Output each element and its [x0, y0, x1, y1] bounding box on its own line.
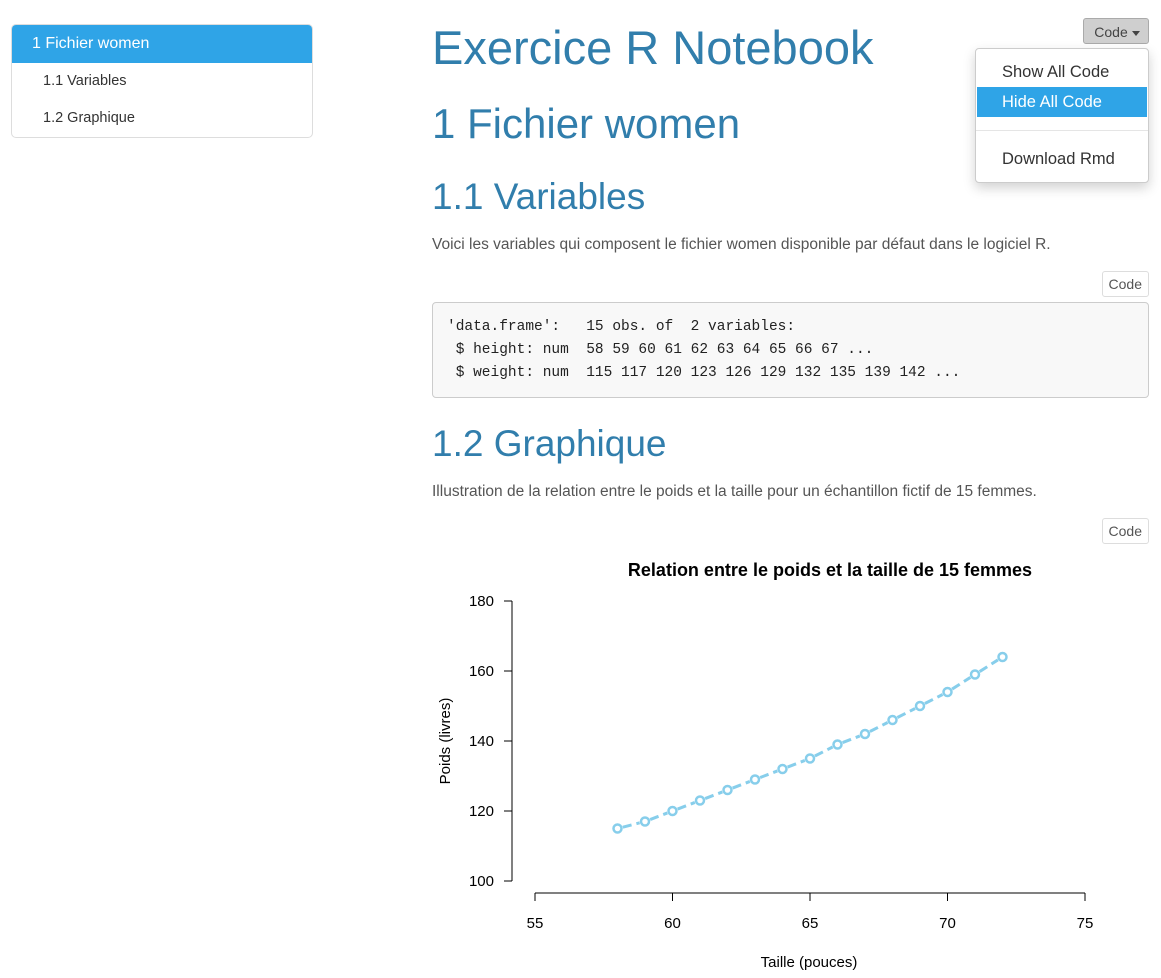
y-tick-label: 100: [469, 873, 494, 890]
hide-all-code-item[interactable]: Hide All Code: [977, 87, 1147, 117]
series-line-segment: [704, 790, 723, 800]
data-point: [997, 651, 1008, 663]
output-line: $ height: num 58 59 60 61 62 63 64 65 66…: [447, 342, 874, 358]
data-point: [722, 784, 733, 796]
series-line-segment: [787, 759, 806, 769]
x-axis: 55 60 65 70 75: [527, 892, 1094, 932]
graphique-description: Illustration de la relation entre le poi…: [432, 483, 1037, 500]
data-point: [887, 714, 898, 726]
series-line-segment: [869, 721, 889, 733]
y-axis-label: Poids (livres): [437, 698, 454, 785]
x-tick-label: 65: [802, 915, 819, 932]
page-title: Exercice R Notebook: [432, 21, 874, 74]
caret-down-icon: [1131, 30, 1140, 36]
series-line-segment: [814, 745, 834, 758]
menu-divider: [976, 130, 1148, 131]
data-point: [612, 823, 623, 834]
data-point: [777, 763, 788, 775]
toc-item-variables[interactable]: 1.1 Variables: [43, 73, 127, 89]
toc-item-graphique[interactable]: 1.2 Graphique: [43, 110, 135, 126]
data-point: [914, 700, 926, 712]
show-code-button-variables[interactable]: Code: [1101, 271, 1149, 297]
x-tick-label: 70: [939, 915, 956, 932]
series-line-segment: [732, 780, 751, 790]
toc-item-fichier-women[interactable]: 1 Fichier women: [12, 25, 312, 63]
x-axis-label: Taille (pouces): [761, 954, 858, 971]
weight-height-chart: Relation entre le poids et la taille de …: [437, 560, 1094, 971]
data-point: [694, 795, 706, 806]
x-tick-label: 75: [1077, 915, 1094, 932]
data-point: [804, 753, 816, 764]
series-line-segment: [842, 734, 861, 744]
series-line-segment: [896, 707, 916, 719]
code-output-block: 'data.frame': 15 obs. of 2 variables: $ …: [432, 302, 1149, 398]
output-line: $ weight: num 115 117 120 123 126 129 13…: [447, 365, 961, 381]
data-point: [942, 686, 953, 698]
x-tick-label: 55: [527, 915, 544, 932]
output-line: 'data.frame': 15 obs. of 2 variables:: [447, 319, 796, 335]
section-heading-fichier-women: 1 Fichier women: [432, 100, 741, 147]
y-tick-label: 120: [469, 803, 494, 820]
code-menu-toggle[interactable]: Code: [1083, 18, 1149, 44]
chart-series: [612, 651, 1008, 834]
series-line-segment: [677, 801, 696, 811]
section-heading-variables: 1.1 Variables: [432, 176, 646, 217]
table-of-contents: 1 Fichier women 1.1 Variables 1.2 Graphi…: [11, 24, 313, 138]
y-tick-label: 160: [469, 663, 494, 680]
data-point: [749, 774, 761, 785]
data-point: [859, 728, 871, 740]
y-tick-label: 140: [469, 733, 494, 750]
data-point: [969, 669, 981, 680]
y-axis: 100 120 140 160 180: [469, 593, 513, 890]
series-line-segment: [649, 811, 668, 821]
series-line-segment: [978, 658, 999, 673]
code-menu-toggle-label: Code: [1094, 24, 1128, 40]
series-line-segment: [622, 821, 641, 829]
x-tick-label: 60: [664, 915, 681, 932]
download-rmd-item[interactable]: Download Rmd: [1002, 150, 1115, 168]
series-line-segment: [924, 693, 944, 705]
series-line-segment: [951, 676, 972, 691]
show-code-button-graphique[interactable]: Code: [1101, 518, 1149, 544]
data-point: [832, 739, 843, 750]
data-point: [667, 805, 678, 817]
variables-description: Voici les variables qui composent le fic…: [432, 236, 1051, 253]
chart-title: Relation entre le poids et la taille de …: [628, 560, 1032, 580]
y-tick-label: 180: [469, 593, 494, 610]
data-point: [639, 816, 651, 827]
series-line-segment: [759, 769, 778, 779]
show-all-code-item[interactable]: Show All Code: [1002, 63, 1110, 81]
section-heading-graphique: 1.2 Graphique: [432, 423, 667, 464]
code-dropdown-menu: Show All Code Hide All Code Download Rmd: [975, 48, 1149, 183]
